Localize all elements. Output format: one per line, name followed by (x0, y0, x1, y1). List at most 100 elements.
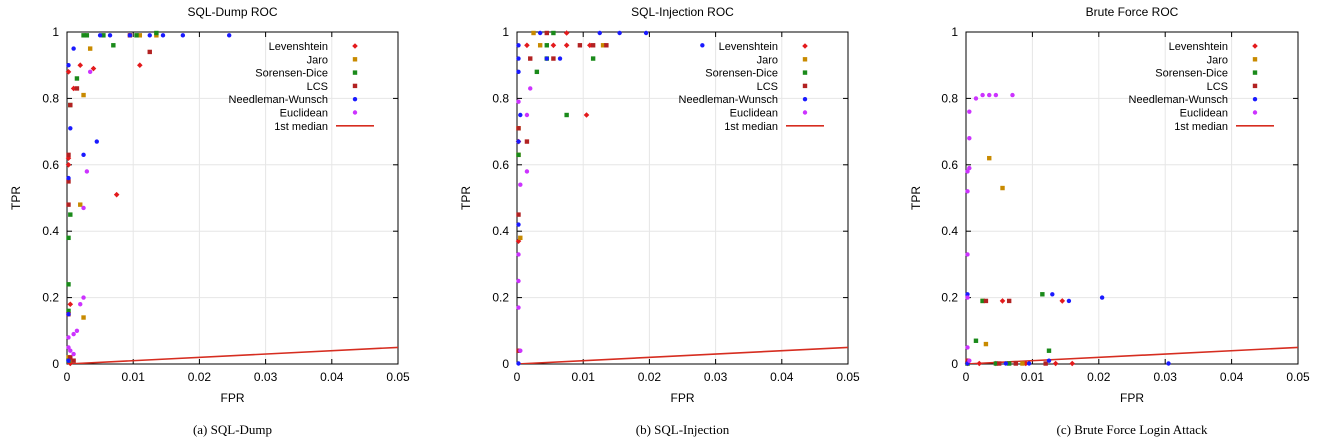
y-tick-label: 0.4 (492, 224, 509, 238)
data-point (980, 298, 985, 304)
median-line (966, 346, 1298, 364)
chart-panel-2: 0 0.01 0.02 0.03 0.04 0.05 0 0.2 0.4 0.6 0.8 1 SQL-I… (459, 5, 860, 437)
data-point (81, 33, 86, 38)
x-tick-label: 0.05 (836, 370, 860, 384)
data-point (1052, 360, 1059, 367)
y-tick-label: 0.8 (492, 91, 509, 105)
legend-label: Needleman-Wunsch (229, 94, 328, 106)
y-tick-label: 0.6 (492, 158, 509, 172)
data-point (66, 235, 71, 241)
data-point (983, 298, 989, 304)
data-point (516, 126, 521, 131)
data-point (147, 49, 152, 55)
data-point (516, 361, 521, 366)
data-point (1040, 292, 1045, 297)
x-tick-label: 0.02 (638, 370, 662, 384)
data-point (518, 112, 523, 118)
legend-swatch (352, 83, 358, 89)
series-jaro (965, 155, 1025, 366)
data-point (81, 152, 86, 158)
legend-label: 1st median (274, 121, 328, 133)
data-point (980, 92, 985, 98)
data-point (516, 139, 521, 144)
series-levenshtein (964, 298, 1076, 367)
y-tick-label: 0.2 (492, 291, 509, 305)
y-tick-label: 0.8 (42, 91, 59, 105)
data-point (66, 175, 71, 181)
data-point (577, 43, 583, 48)
y-axis-label: TPR (459, 186, 473, 210)
plot-frame (965, 31, 1299, 365)
chart-title: SQL-Dump ROC (187, 5, 277, 19)
x-tick-label: 0.05 (1286, 370, 1310, 384)
series-lcs (66, 33, 152, 363)
data-point (987, 92, 992, 98)
y-axis-label: TPR (9, 186, 23, 210)
series-levenshtein (65, 62, 143, 367)
data-point (965, 252, 970, 257)
data-point (1022, 360, 1029, 367)
data-point (600, 43, 606, 48)
y-tick-label: 0.2 (941, 291, 958, 305)
data-point (78, 202, 83, 207)
y-tick-label: 1 (502, 25, 509, 39)
data-point (84, 33, 90, 38)
data-point (66, 179, 71, 184)
data-point (1046, 348, 1052, 353)
legend-label: Sorensen-Dice (1155, 68, 1228, 80)
data-point (74, 76, 80, 81)
data-point (516, 152, 521, 158)
data-point (528, 56, 533, 61)
x-tick-label: 0.01 (1021, 370, 1045, 384)
legend-swatch (802, 110, 808, 115)
data-point (983, 341, 989, 347)
data-point (516, 222, 521, 227)
data-point (74, 86, 80, 91)
data-point (976, 360, 983, 367)
legend-label: Levenshtein (269, 41, 328, 53)
legend-label: Needleman-Wunsch (679, 94, 778, 106)
data-point (81, 92, 86, 98)
data-point (518, 182, 523, 187)
data-point (563, 42, 570, 49)
legend-label: Euclidean (1180, 108, 1228, 120)
data-point (137, 33, 143, 38)
data-point (967, 109, 972, 114)
legend-label: 1st median (1174, 121, 1228, 133)
data-point (65, 69, 72, 75)
chart-panel-1: 0 0.01 0.02 0.03 0.04 0.05 0 0.2 0.4 0.6 0.8 1 SQL-D… (9, 5, 410, 437)
data-point (147, 33, 152, 38)
series-sorensen-dice (66, 30, 159, 363)
legend-swatch (352, 57, 358, 62)
data-point (1006, 298, 1012, 304)
data-point (74, 328, 80, 333)
data-point (617, 30, 622, 36)
y-tick-label: 0.4 (941, 224, 958, 238)
x-tick-label: 0.05 (386, 370, 410, 384)
data-point (1046, 358, 1052, 363)
data-point (226, 33, 232, 38)
data-point (516, 212, 521, 217)
plot-frame (66, 31, 399, 365)
data-point (967, 136, 972, 141)
data-point (90, 65, 97, 72)
series-needleman-wunsch (66, 33, 232, 363)
series-jaro (66, 33, 159, 363)
data-point (1026, 361, 1032, 366)
data-point (87, 69, 93, 75)
data-point (127, 33, 133, 38)
data-point (551, 56, 556, 61)
data-point (516, 305, 521, 310)
data-point (524, 139, 530, 144)
data-point (71, 46, 76, 51)
data-point (965, 295, 970, 300)
data-point (1066, 298, 1072, 304)
data-point (550, 42, 557, 49)
x-tick-label: 0.04 (770, 370, 794, 384)
figure-caption: (b) SQL-Injection (636, 422, 730, 437)
data-point (518, 348, 523, 353)
y-tick-label: 1 (52, 25, 59, 39)
data-point (66, 335, 71, 340)
data-point (1020, 361, 1025, 366)
